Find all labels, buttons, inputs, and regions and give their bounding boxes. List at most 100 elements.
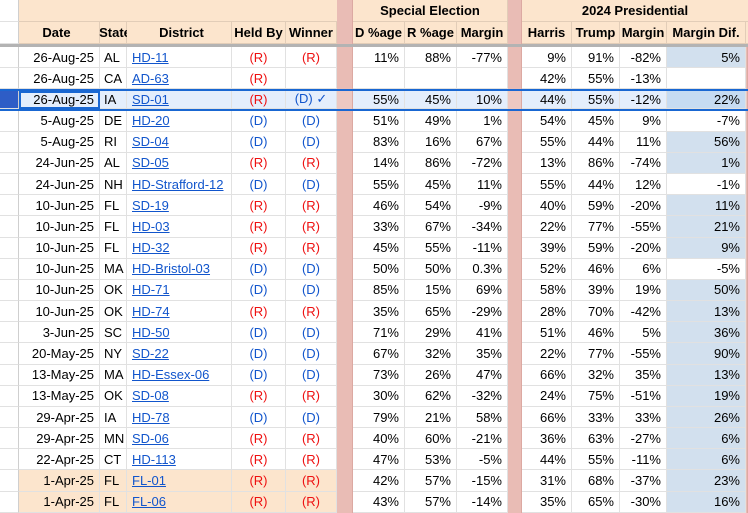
cell-date[interactable]: 1-Apr-25: [19, 470, 100, 492]
cell-state[interactable]: SC: [100, 322, 127, 344]
row-header-stub[interactable]: [0, 322, 19, 344]
separator-cell[interactable]: [508, 301, 522, 323]
cell-date[interactable]: 24-Jun-25: [19, 152, 100, 175]
col-header-margin-special[interactable]: Margin: [457, 22, 508, 44]
separator-cell[interactable]: [508, 470, 522, 492]
cell-district[interactable]: SD-06: [127, 428, 232, 450]
cell-margin-dif[interactable]: [667, 68, 746, 90]
cell-date[interactable]: 10-Jun-25: [19, 301, 100, 323]
row-header-stub[interactable]: [0, 195, 19, 217]
col-header-r-pct[interactable]: R %age: [405, 22, 457, 44]
row-header-stub[interactable]: [0, 216, 19, 238]
cell-margin-pres[interactable]: -20%: [620, 237, 667, 259]
cell-d-pct[interactable]: 51%: [353, 110, 405, 132]
cell-winner[interactable]: (D): [286, 258, 337, 280]
row-header-stub[interactable]: [0, 470, 19, 492]
group-header-2024-presidential[interactable]: 2024 Presidential: [522, 0, 748, 22]
cell-state[interactable]: AL: [100, 152, 127, 175]
cell-harris[interactable]: 51%: [522, 322, 572, 344]
cell-margin-special[interactable]: 0.3%: [457, 258, 508, 280]
cell-date[interactable]: 20-May-25: [19, 343, 100, 365]
separator-cell[interactable]: [337, 195, 353, 217]
col-header-state[interactable]: State: [99, 22, 131, 44]
cell-held-by[interactable]: (R): [232, 47, 286, 69]
col-header-date[interactable]: Date: [19, 22, 100, 44]
cell-margin-dif[interactable]: -7%: [667, 110, 746, 132]
cell-state[interactable]: OK: [100, 279, 127, 302]
cell-winner[interactable]: (D): [286, 110, 337, 132]
cell-winner[interactable]: (R): [286, 385, 337, 407]
cell-margin-pres[interactable]: -27%: [620, 428, 667, 450]
cell-trump[interactable]: 46%: [572, 322, 620, 344]
separator-cell[interactable]: [337, 237, 353, 259]
cell-harris[interactable]: 42%: [522, 68, 572, 90]
cell-trump[interactable]: 33%: [572, 406, 620, 429]
cell-harris[interactable]: 52%: [522, 258, 572, 280]
row-header-stub[interactable]: [0, 343, 19, 365]
cell-winner[interactable]: (R): [286, 216, 337, 238]
district-link[interactable]: SD-06: [132, 430, 169, 446]
cell-trump[interactable]: 44%: [572, 174, 620, 196]
cell-margin-special[interactable]: 1%: [457, 110, 508, 132]
separator-cell[interactable]: [508, 428, 522, 450]
cell-margin-pres[interactable]: 5%: [620, 322, 667, 344]
separator-cell[interactable]: [337, 428, 353, 450]
cell-held-by[interactable]: (D): [232, 364, 286, 386]
cell-held-by[interactable]: (R): [232, 491, 286, 513]
cell-held-by[interactable]: (D): [232, 343, 286, 365]
cell-margin-special[interactable]: -32%: [457, 385, 508, 407]
row-header-stub[interactable]: [0, 301, 19, 323]
separator-cell[interactable]: [337, 47, 353, 69]
cell-r-pct[interactable]: 86%: [405, 152, 457, 175]
cell-margin-pres[interactable]: -51%: [620, 385, 667, 407]
cell-r-pct[interactable]: [405, 68, 457, 90]
separator-cell[interactable]: [508, 449, 522, 471]
cell-r-pct[interactable]: 29%: [405, 322, 457, 344]
cell-margin-special[interactable]: -11%: [457, 237, 508, 259]
cell-margin-dif[interactable]: -1%: [667, 174, 746, 196]
separator-cell[interactable]: [337, 385, 353, 407]
cell-margin-pres[interactable]: -82%: [620, 47, 667, 69]
separator-cell[interactable]: [508, 491, 522, 513]
cell-state[interactable]: DE: [100, 110, 127, 132]
cell-winner[interactable]: (D): [286, 131, 337, 153]
row-header-stub[interactable]: [0, 491, 19, 513]
row-header-stub[interactable]: [0, 428, 19, 450]
cell-margin-pres[interactable]: -42%: [620, 301, 667, 323]
cell-margin-pres[interactable]: 33%: [620, 406, 667, 429]
cell-margin-pres[interactable]: -13%: [620, 68, 667, 90]
col-header-district[interactable]: District: [127, 22, 232, 44]
cell-harris[interactable]: 35%: [522, 491, 572, 513]
cell-d-pct[interactable]: 79%: [353, 406, 405, 429]
cell-state[interactable]: FL: [100, 237, 127, 259]
cell-margin-special[interactable]: 67%: [457, 131, 508, 153]
cell-winner[interactable]: [286, 68, 337, 90]
cell-state[interactable]: FL: [100, 491, 127, 513]
cell-margin-pres[interactable]: -20%: [620, 195, 667, 217]
district-link[interactable]: HD-Essex-06: [132, 367, 210, 383]
cell-trump[interactable]: 65%: [572, 491, 620, 513]
separator-cell[interactable]: [337, 491, 353, 513]
cell-held-by[interactable]: (D): [232, 322, 286, 344]
cell-date[interactable]: 10-Jun-25: [19, 216, 100, 238]
cell-margin-dif[interactable]: 13%: [667, 364, 746, 386]
cell-d-pct[interactable]: 46%: [353, 195, 405, 217]
cell-margin-pres[interactable]: -11%: [620, 449, 667, 471]
cell-margin-dif[interactable]: 50%: [667, 279, 746, 302]
cell-margin-pres[interactable]: -12%: [620, 91, 667, 109]
separator-cell[interactable]: [337, 406, 353, 429]
separator-cell[interactable]: [337, 68, 353, 90]
cell-district[interactable]: HD-Essex-06: [127, 364, 232, 386]
col-header-d-pct[interactable]: D %age: [353, 22, 405, 44]
district-link[interactable]: HD-78: [132, 409, 170, 425]
cell-margin-pres[interactable]: -30%: [620, 491, 667, 513]
cell-district[interactable]: SD-19: [127, 195, 232, 217]
cell-district[interactable]: HD-113: [127, 449, 232, 471]
cell-date[interactable]: 26-Aug-25: [19, 91, 100, 109]
cell-margin-dif[interactable]: 13%: [667, 301, 746, 323]
cell-state[interactable]: FL: [100, 195, 127, 217]
cell-trump[interactable]: 46%: [572, 258, 620, 280]
cell-r-pct[interactable]: 50%: [405, 258, 457, 280]
row-header-corner[interactable]: [0, 0, 19, 22]
separator-cell[interactable]: [337, 216, 353, 238]
